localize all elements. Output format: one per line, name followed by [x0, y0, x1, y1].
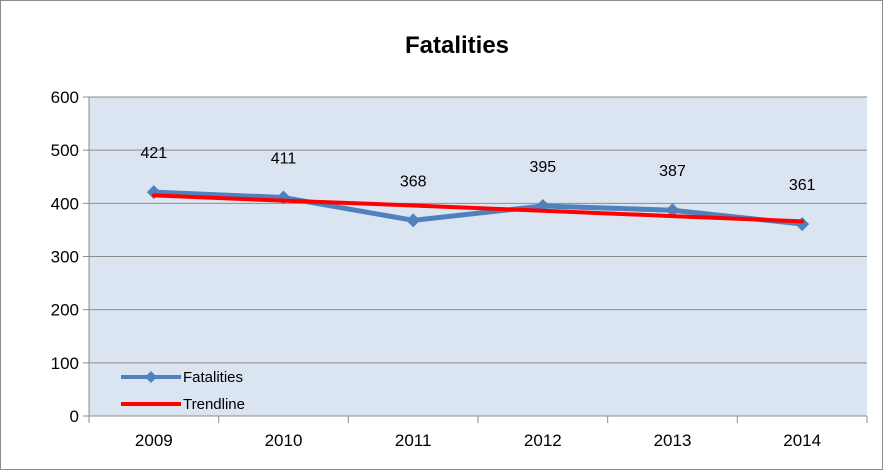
legend-label-fatalities: Fatalities [183, 369, 243, 386]
series-line-trendline [151, 193, 805, 224]
y-tick-label: 0 [70, 407, 79, 426]
data-label: 421 [140, 145, 167, 162]
data-label: 361 [789, 177, 816, 194]
series-line-fatalities [153, 189, 803, 227]
data-point-fatalities [665, 203, 680, 218]
data-label: 411 [271, 150, 297, 167]
plot-area: 0 100 200 300 400 500 600 2009 2010 2011 2012 2013 2… [51, 88, 868, 450]
data-label: 395 [529, 159, 556, 176]
y-tick-label: 100 [51, 354, 79, 373]
y-tick-label: 200 [51, 301, 79, 320]
legend-marker-fatalities [145, 371, 157, 383]
x-tick-label: 2013 [654, 431, 692, 450]
x-tick-label: 2011 [395, 431, 432, 450]
y-tick-label: 400 [51, 194, 79, 213]
x-tick-label: 2014 [783, 431, 821, 450]
y-tick-label: 300 [51, 248, 79, 267]
data-point-fatalities [406, 213, 421, 228]
chart-title: Fatalities [405, 32, 509, 59]
x-tick-label: 2009 [135, 431, 173, 450]
x-tick-label: 2010 [265, 431, 303, 450]
data-label: 368 [400, 173, 427, 190]
y-tick-label: 500 [51, 141, 79, 160]
y-tick-label: 600 [51, 88, 79, 107]
legend-label-trendline: Trendline [183, 396, 245, 413]
x-tick-label: 2012 [524, 431, 562, 450]
data-label: 387 [659, 163, 686, 180]
